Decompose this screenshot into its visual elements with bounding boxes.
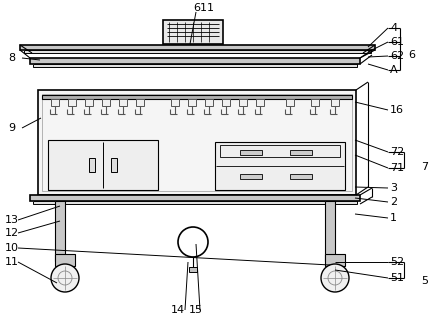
Bar bbox=[163, 20, 223, 44]
Text: 52: 52 bbox=[390, 257, 404, 267]
Text: 9: 9 bbox=[8, 123, 15, 133]
Bar bbox=[55, 201, 65, 261]
Bar bbox=[163, 20, 223, 44]
Bar bbox=[55, 254, 75, 266]
Text: 5: 5 bbox=[421, 276, 428, 286]
Bar bbox=[55, 201, 65, 261]
Text: 611: 611 bbox=[193, 3, 214, 13]
Text: 2: 2 bbox=[390, 197, 397, 207]
Bar bbox=[30, 195, 360, 201]
Bar bbox=[55, 254, 75, 266]
Text: A: A bbox=[390, 65, 398, 75]
Bar bbox=[42, 94, 352, 191]
Bar bbox=[240, 174, 262, 179]
Bar bbox=[188, 99, 196, 106]
Bar bbox=[38, 90, 356, 195]
Circle shape bbox=[51, 264, 79, 292]
Text: 72: 72 bbox=[390, 147, 404, 157]
Text: 7: 7 bbox=[421, 162, 428, 172]
Bar bbox=[85, 99, 93, 106]
Bar bbox=[286, 99, 294, 106]
Bar bbox=[68, 99, 76, 106]
Bar bbox=[325, 201, 335, 261]
Bar bbox=[33, 201, 357, 204]
Bar bbox=[33, 64, 357, 67]
Bar bbox=[30, 195, 360, 201]
Text: 1: 1 bbox=[390, 213, 397, 223]
Text: 13: 13 bbox=[5, 215, 19, 225]
Bar bbox=[290, 174, 312, 179]
Bar bbox=[240, 150, 262, 155]
Text: 15: 15 bbox=[189, 305, 203, 315]
Bar bbox=[239, 99, 247, 106]
Bar bbox=[325, 201, 335, 261]
Text: 11: 11 bbox=[5, 257, 19, 267]
Bar bbox=[51, 99, 59, 106]
Text: 14: 14 bbox=[171, 305, 185, 315]
Bar bbox=[256, 99, 264, 106]
Bar bbox=[111, 158, 117, 172]
Circle shape bbox=[321, 264, 349, 292]
Bar bbox=[136, 99, 144, 106]
Bar bbox=[325, 254, 345, 266]
Bar bbox=[33, 201, 357, 204]
Bar bbox=[205, 99, 213, 106]
Text: 12: 12 bbox=[5, 228, 19, 238]
Bar bbox=[24, 50, 371, 53]
Text: 10: 10 bbox=[5, 243, 19, 253]
Bar bbox=[30, 58, 360, 64]
Bar bbox=[42, 95, 352, 99]
Bar bbox=[33, 64, 357, 67]
Bar bbox=[119, 99, 127, 106]
Bar bbox=[215, 142, 345, 190]
Bar bbox=[20, 45, 375, 50]
Bar bbox=[42, 95, 352, 99]
Text: 62: 62 bbox=[390, 51, 404, 61]
Bar bbox=[325, 254, 345, 266]
Bar bbox=[222, 99, 230, 106]
Bar bbox=[20, 45, 375, 50]
Bar bbox=[38, 90, 356, 195]
Bar bbox=[89, 158, 95, 172]
Bar bbox=[48, 140, 158, 190]
Bar bbox=[311, 99, 319, 106]
Text: 4: 4 bbox=[390, 23, 397, 33]
Bar bbox=[48, 140, 158, 190]
Bar bbox=[171, 99, 179, 106]
Bar bbox=[102, 99, 110, 106]
Text: 71: 71 bbox=[390, 163, 404, 173]
Bar bbox=[215, 142, 345, 190]
Text: 3: 3 bbox=[390, 183, 397, 193]
Text: 61: 61 bbox=[390, 37, 404, 47]
Text: 8: 8 bbox=[8, 53, 15, 63]
Bar bbox=[24, 50, 371, 53]
Bar bbox=[30, 58, 360, 64]
Text: 16: 16 bbox=[390, 105, 404, 115]
Circle shape bbox=[178, 227, 208, 257]
Bar bbox=[331, 99, 339, 106]
Bar bbox=[189, 267, 197, 272]
Text: 51: 51 bbox=[390, 273, 404, 283]
Bar bbox=[189, 267, 197, 272]
Bar bbox=[290, 150, 312, 155]
Bar bbox=[220, 145, 340, 157]
Text: 6: 6 bbox=[408, 50, 415, 60]
